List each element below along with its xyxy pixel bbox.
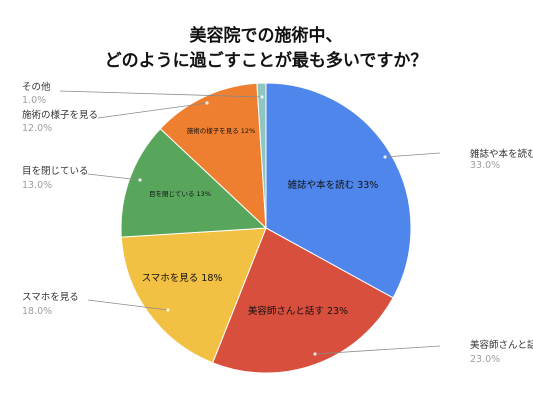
slice-outer-label-4: 施術の様子を見る [22,109,98,121]
pie-slice-5 [256,82,267,229]
slice-outer-value-2: 18.0% [22,306,52,317]
slice-inner-label-1: 美容師さんと話す 23% [248,305,348,317]
slice-outer-label-0: 雑誌や本を読む [470,148,533,160]
slice-outer-value-4: 12.0% [22,123,52,134]
chart-title-line-1: 美容院での施術中、 [190,25,343,46]
slice-outer-value-3: 13.0% [22,180,52,191]
slice-outer-label-2: スマホを見る [22,292,79,303]
slice-inner-label-2: スマホを見る 18% [142,273,223,284]
slice-outer-label-3: 目を閉じている [22,166,89,177]
leader-line-5 [59,90,263,98]
leader-dot-1 [313,352,317,356]
slice-inner-label-0: 雑誌や本を読む 33% [288,179,379,191]
leader-line-2 [87,299,169,311]
leader-dot-2 [166,308,170,312]
pie-slice-1 [211,227,394,374]
slice-outer-value-0: 33.0% [470,160,500,171]
pie-slice-0 [265,82,412,299]
leader-dot-3 [138,178,142,182]
leader-dot-0 [383,155,387,159]
leader-line-4 [97,102,208,119]
slice-outer-label-5: その他 [22,81,51,93]
pie-slice-2 [120,227,267,364]
leader-line-0 [384,152,441,158]
slice-inner-label-4: 施術の様子を見る 12% [187,126,256,135]
slice-outer-label-1: 美容師さんと話す [470,339,533,351]
slice-outer-value-5: 1.0% [22,95,46,106]
slice-outer-value-1: 23.0% [470,354,500,365]
pie-slice-4 [159,82,267,230]
leader-dot-5 [260,95,264,99]
leader-line-3 [87,173,141,181]
slice-inner-label-3: 目を閉じている 13% [149,190,211,198]
chart-title-line-2: どのように過ごすことが最も多いですか？ [105,50,428,71]
leader-line-1 [314,345,441,355]
leader-dot-4 [205,101,209,105]
